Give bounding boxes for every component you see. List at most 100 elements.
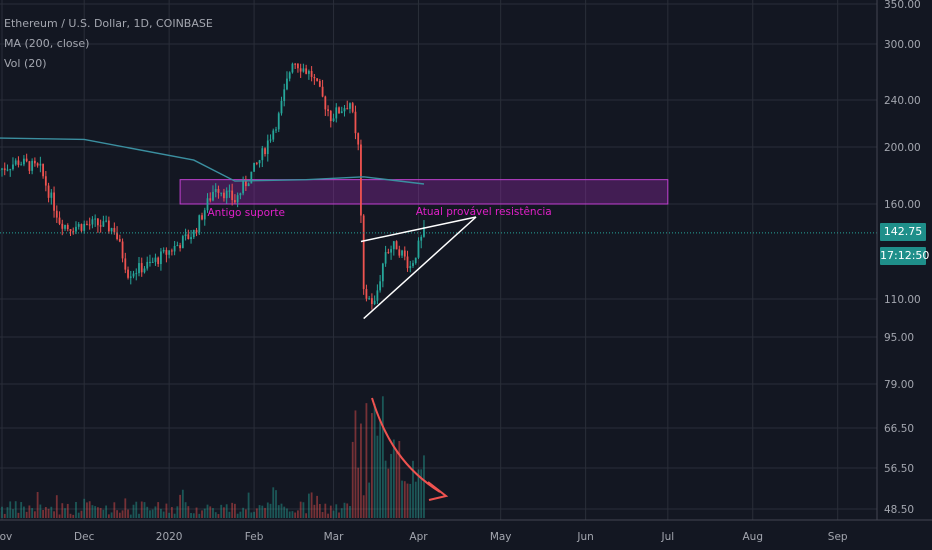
- candle-body: [50, 192, 53, 198]
- volume-bar: [190, 512, 192, 518]
- candle-body: [390, 249, 392, 253]
- volume-bar: [305, 513, 308, 518]
- volume-bar: [39, 504, 42, 518]
- candle-body: [55, 210, 58, 218]
- volume-bar: [357, 467, 360, 518]
- price-tick-label: 66.50: [884, 423, 914, 435]
- candle-body: [132, 273, 135, 277]
- candle-body: [376, 290, 379, 301]
- candle-body: [80, 224, 83, 231]
- volume-bar: [50, 506, 53, 518]
- candle-body: [349, 103, 351, 109]
- candle-body: [280, 100, 283, 114]
- volume-bar: [412, 460, 414, 518]
- volume-bar: [217, 514, 220, 518]
- candle-body: [86, 223, 88, 225]
- candle-body: [343, 108, 346, 112]
- volume-bar: [88, 501, 91, 518]
- volume-bar: [365, 403, 368, 518]
- candle-body: [97, 218, 99, 226]
- candle-body: [33, 160, 36, 164]
- candle-body: [272, 130, 275, 140]
- candle-body: [146, 261, 149, 269]
- volume-bar: [275, 490, 277, 518]
- volume-bar: [387, 468, 390, 518]
- candle-body: [269, 139, 272, 141]
- candle-body: [12, 164, 14, 170]
- legend-title[interactable]: Ethereum / U.S. Dollar, 1D, COINBASE: [4, 17, 213, 30]
- legend-vol[interactable]: Vol (20): [4, 57, 47, 70]
- candle-body: [162, 249, 165, 252]
- volume-bar: [225, 504, 228, 518]
- volume-bar: [234, 503, 236, 518]
- volume-bar: [12, 509, 14, 518]
- candle-body: [357, 133, 360, 145]
- candle-body: [107, 220, 110, 232]
- triangle-upper: [360, 216, 477, 243]
- candle-body: [214, 189, 217, 192]
- price-tick-label: 95.00: [884, 332, 914, 344]
- volume-bar: [307, 493, 310, 518]
- candle-body: [47, 185, 50, 198]
- volume-bar: [423, 455, 425, 518]
- candle-body: [83, 223, 86, 231]
- volume-bar: [124, 498, 127, 518]
- candle-body: [195, 229, 198, 233]
- volume-bar: [329, 505, 332, 518]
- candle-body: [6, 169, 9, 171]
- candle-body: [1, 168, 3, 170]
- volume-bar: [140, 501, 143, 518]
- candle-body: [332, 118, 335, 122]
- volume-bar: [58, 514, 61, 518]
- candle-body: [236, 195, 239, 203]
- volume-bar: [220, 504, 223, 518]
- volume-bar: [179, 494, 181, 518]
- volume-bar: [69, 513, 72, 518]
- volume-bar: [253, 511, 255, 518]
- candle-body: [242, 181, 245, 194]
- candle-body: [266, 140, 269, 155]
- volume-bar: [42, 509, 44, 518]
- candle-body: [118, 239, 121, 242]
- legend-ma[interactable]: MA (200, close): [4, 37, 90, 50]
- volume-bar: [324, 503, 327, 518]
- candle-body: [113, 228, 116, 233]
- volume-bar: [327, 513, 329, 518]
- candle-body: [39, 163, 42, 166]
- candle-body: [149, 261, 151, 263]
- volume-bar: [31, 508, 34, 518]
- triangle-lower: [363, 216, 477, 320]
- volume-bar: [244, 509, 247, 518]
- candle-body: [417, 240, 420, 258]
- volume-bar: [264, 507, 266, 518]
- candle-body: [406, 256, 409, 269]
- volume-bar: [105, 505, 108, 518]
- candle-body: [121, 241, 124, 259]
- time-tick-label: Apr: [409, 531, 428, 543]
- volume-bar: [184, 502, 187, 518]
- candles: [0, 62, 425, 310]
- candle-body: [75, 226, 77, 232]
- candle-body: [151, 261, 154, 263]
- candle-body: [168, 250, 171, 255]
- candle-body: [384, 252, 387, 264]
- chart-legend: Ethereum / U.S. Dollar, 1D, COINBASE MA …: [4, 14, 213, 74]
- volume-bar: [3, 513, 6, 518]
- candle-body: [253, 162, 255, 172]
- volume-bar: [97, 507, 99, 518]
- volume-bar: [162, 511, 165, 518]
- candle-body: [143, 268, 146, 273]
- volume-bar: [335, 504, 338, 518]
- annotation-resistance: Atual provável resistência: [416, 206, 552, 218]
- candle-body: [340, 111, 343, 114]
- volume-bar: [368, 482, 371, 518]
- volume-bar: [132, 504, 135, 518]
- volume-bar: [151, 509, 154, 518]
- volume-bar: [373, 403, 376, 518]
- price-tick-label: 56.50: [884, 463, 914, 475]
- volume-bar: [420, 469, 423, 518]
- volume-bar: [170, 507, 173, 518]
- volume-bar: [75, 501, 77, 518]
